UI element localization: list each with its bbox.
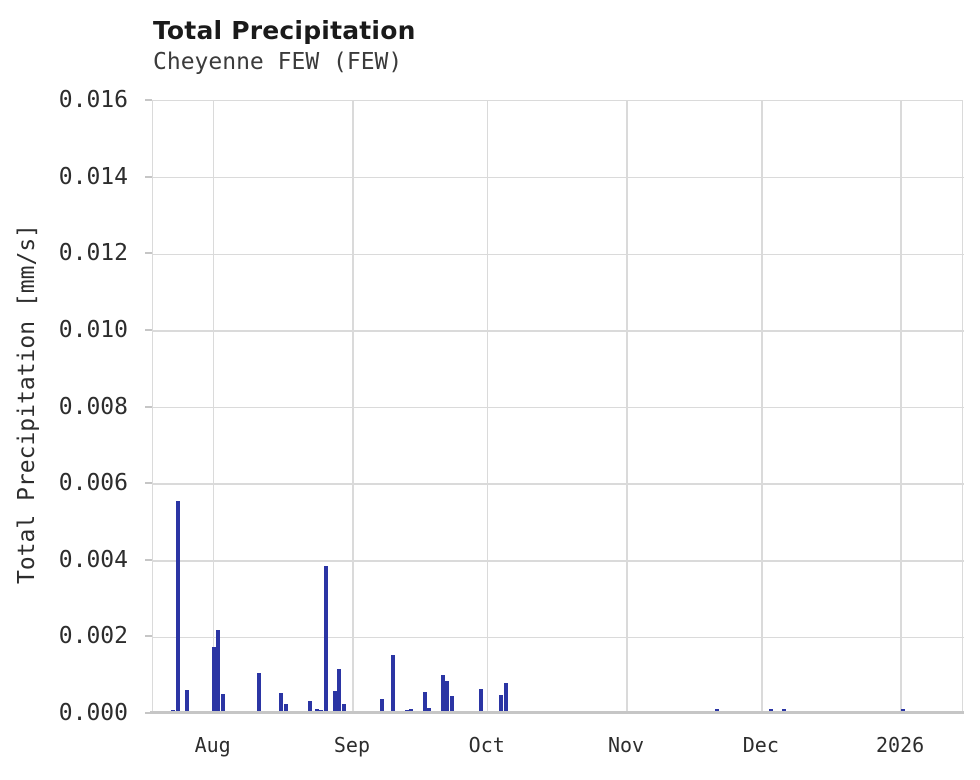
- y-tick-mark: [145, 558, 152, 561]
- x-gridline: [900, 101, 902, 714]
- y-tick-label: 0.012: [58, 240, 128, 267]
- y-gridline: [153, 253, 964, 255]
- bar: [323, 566, 328, 714]
- y-gridline: [153, 560, 964, 562]
- bar: [332, 691, 337, 714]
- x-gridline: [626, 101, 628, 714]
- bar: [503, 682, 508, 714]
- y-tick-mark: [145, 405, 152, 408]
- bar: [391, 654, 396, 714]
- y-tick-mark: [145, 712, 152, 714]
- x-gridline: [352, 101, 354, 714]
- bar: [449, 696, 454, 714]
- y-tick-label: 0.016: [58, 87, 128, 113]
- y-gridline: [153, 483, 964, 485]
- bar: [308, 700, 313, 714]
- y-tick-label: 0.002: [58, 623, 128, 650]
- y-tick-mark: [145, 482, 152, 485]
- y-tick-label: 0.000: [58, 700, 128, 726]
- x-tick-label: Oct: [468, 733, 505, 757]
- y-gridline: [153, 636, 964, 639]
- bar: [220, 693, 225, 714]
- bar: [256, 673, 261, 714]
- bar: [211, 646, 216, 714]
- bar: [478, 689, 483, 714]
- bar: [216, 629, 221, 714]
- x-gridline: [761, 101, 763, 714]
- bar: [184, 690, 189, 714]
- y-tick-label: 0.004: [58, 546, 128, 573]
- x-tick-label: Dec: [742, 733, 779, 757]
- bar: [337, 669, 342, 714]
- bar: [279, 692, 284, 714]
- y-gridline: [153, 176, 964, 179]
- y-tick-mark: [145, 252, 152, 255]
- y-tick-label: 0.006: [58, 470, 128, 497]
- y-tick-mark: [145, 328, 152, 331]
- bar: [445, 680, 450, 714]
- plot-area[interactable]: [152, 100, 964, 714]
- x-tick-label: Aug: [194, 733, 231, 757]
- y-gridline: [153, 406, 964, 409]
- y-tick-mark: [145, 99, 152, 101]
- bar: [283, 704, 288, 714]
- chart-title: Total Precipitation: [153, 16, 416, 45]
- bar: [440, 675, 445, 714]
- bar: [341, 704, 346, 714]
- x-tick-label: 2026: [876, 733, 925, 757]
- y-tick-mark: [145, 175, 152, 178]
- y-tick-label: 0.008: [58, 393, 128, 420]
- y-tick-label: 0.010: [58, 316, 128, 343]
- bar: [380, 698, 385, 714]
- y-tick-mark: [145, 635, 152, 638]
- y-tick-label: 0.014: [58, 163, 128, 190]
- x-gridline: [212, 101, 215, 714]
- x-tick-label: Nov: [607, 733, 645, 757]
- y-gridline: [153, 330, 964, 332]
- bar: [422, 692, 427, 714]
- bar: [175, 501, 180, 714]
- x-tick-label: Sep: [333, 733, 370, 757]
- chart-subtitle: Cheyenne FEW (FEW): [153, 49, 403, 75]
- x-gridline: [486, 101, 489, 714]
- bar: [499, 694, 504, 714]
- x-axis-line: [150, 710, 964, 714]
